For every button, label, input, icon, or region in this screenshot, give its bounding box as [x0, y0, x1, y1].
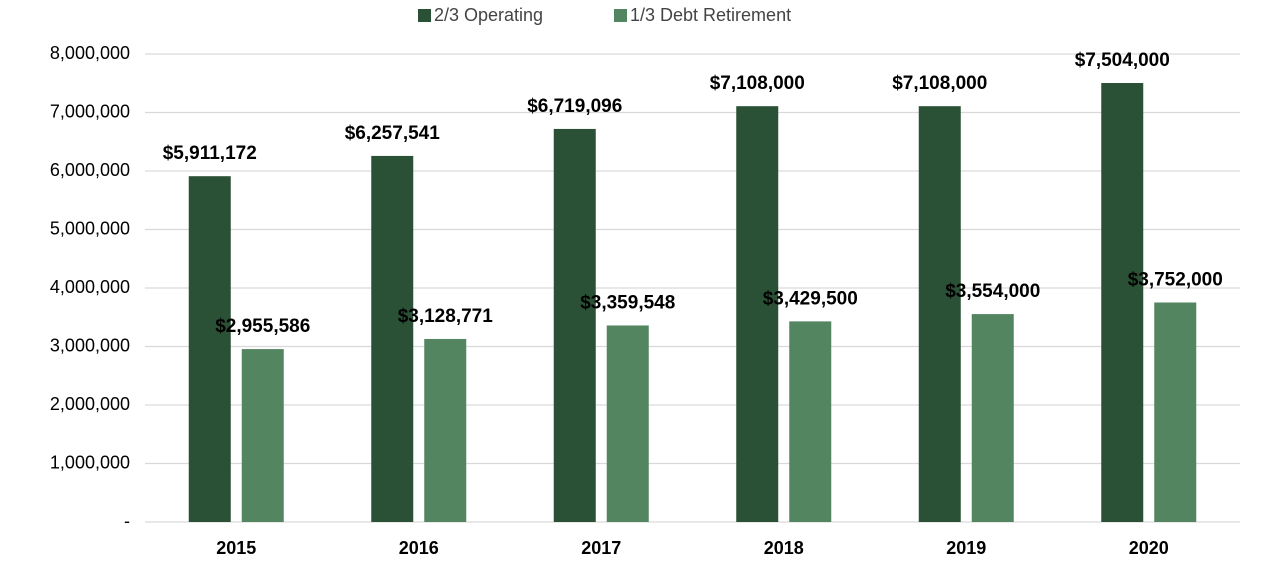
legend-label: 2/3 Operating [434, 5, 543, 25]
bar [371, 155, 414, 523]
bar [918, 106, 961, 522]
y-tick-label: 4,000,000 [50, 277, 130, 297]
y-tick-label: 5,000,000 [50, 218, 130, 238]
value-label: $7,108,000 [710, 73, 805, 94]
y-tick-label: - [124, 511, 130, 531]
value-label: $2,955,586 [215, 316, 310, 337]
x-tick-label: 2015 [216, 538, 256, 558]
value-label: $3,429,500 [763, 288, 858, 309]
value-label: $3,752,000 [1128, 270, 1223, 291]
value-label: $7,108,000 [892, 73, 987, 94]
bar [188, 176, 231, 522]
value-label: $6,257,541 [345, 123, 441, 144]
legend-swatch [418, 9, 431, 22]
bar [553, 128, 596, 523]
y-tick-label: 6,000,000 [50, 160, 130, 180]
value-label: $3,128,771 [398, 306, 494, 327]
value-label: $3,359,548 [580, 292, 675, 313]
bar [424, 338, 467, 522]
bar [789, 321, 832, 522]
x-tick-label: 2019 [946, 538, 986, 558]
x-tick-label: 2017 [581, 538, 621, 558]
legend-label: 1/3 Debt Retirement [630, 5, 791, 25]
y-tick-label: 8,000,000 [50, 43, 130, 63]
bar [606, 325, 649, 522]
bar [1101, 83, 1144, 523]
y-tick-label: 1,000,000 [50, 452, 130, 472]
y-tick-label: 2,000,000 [50, 394, 130, 414]
y-tick-label: 7,000,000 [50, 101, 130, 121]
bar [971, 314, 1014, 522]
value-label: $6,719,096 [527, 96, 622, 117]
x-tick-label: 2016 [399, 538, 439, 558]
y-tick-label: 3,000,000 [50, 335, 130, 355]
value-label: $7,504,000 [1075, 50, 1170, 71]
bar [1154, 302, 1197, 522]
legend-swatch [614, 9, 627, 22]
x-tick-label: 2018 [764, 538, 804, 558]
bar [241, 349, 284, 522]
value-label: $3,554,000 [945, 281, 1040, 302]
value-label: $5,911,172 [163, 143, 257, 164]
bar [736, 106, 779, 522]
x-tick-label: 2020 [1129, 538, 1169, 558]
